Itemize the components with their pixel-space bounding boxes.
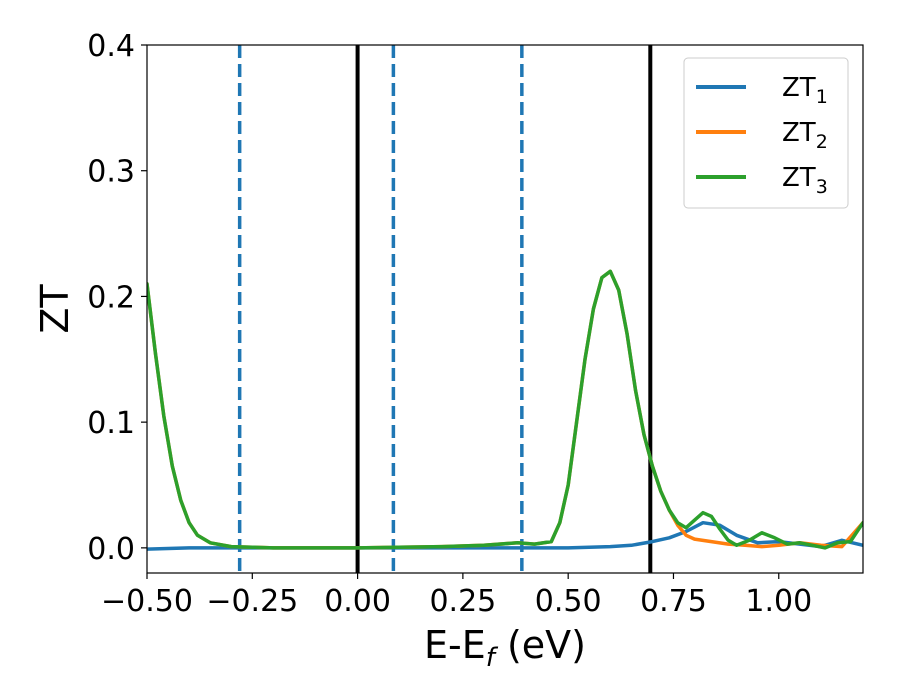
x-axis-label: E-Ef (eV) <box>424 623 586 673</box>
plot-frame <box>146 44 864 574</box>
y-tick-label: 0.2 <box>87 280 135 315</box>
series-line-3 <box>147 269 863 550</box>
y-tick-label: 0.1 <box>87 406 135 441</box>
y-tick-label: 0.4 <box>87 29 135 64</box>
legend-label-1: ZT1 <box>782 73 828 108</box>
y-axis-label: ZT <box>33 284 77 334</box>
reference-lines <box>237 45 653 573</box>
x-axis-ticks: −0.50 −0.25 0.00 0.25 0.50 0.75 1.00 <box>101 573 812 619</box>
series-line-2 <box>147 269 863 550</box>
legend-label-2: ZT2 <box>782 118 828 153</box>
legend-label-3: ZT3 <box>782 163 828 198</box>
x-tick-label: 0.00 <box>324 584 391 619</box>
x-tick-label: −0.25 <box>206 584 298 619</box>
y-axis-ticks: 0.0 0.1 0.2 0.3 0.4 <box>87 29 147 567</box>
series-lines <box>147 269 863 551</box>
x-tick-label: −0.50 <box>101 584 193 619</box>
y-tick-label: 0.3 <box>87 155 135 190</box>
legend: ZT1 ZT2 ZT3 <box>683 57 849 209</box>
x-tick-label: 0.75 <box>640 584 707 619</box>
x-tick-label: 0.25 <box>429 584 496 619</box>
y-tick-label: 0.0 <box>87 532 135 567</box>
legend-box <box>683 57 849 209</box>
x-tick-label: 1.00 <box>745 584 812 619</box>
x-tick-label: 0.50 <box>535 584 602 619</box>
